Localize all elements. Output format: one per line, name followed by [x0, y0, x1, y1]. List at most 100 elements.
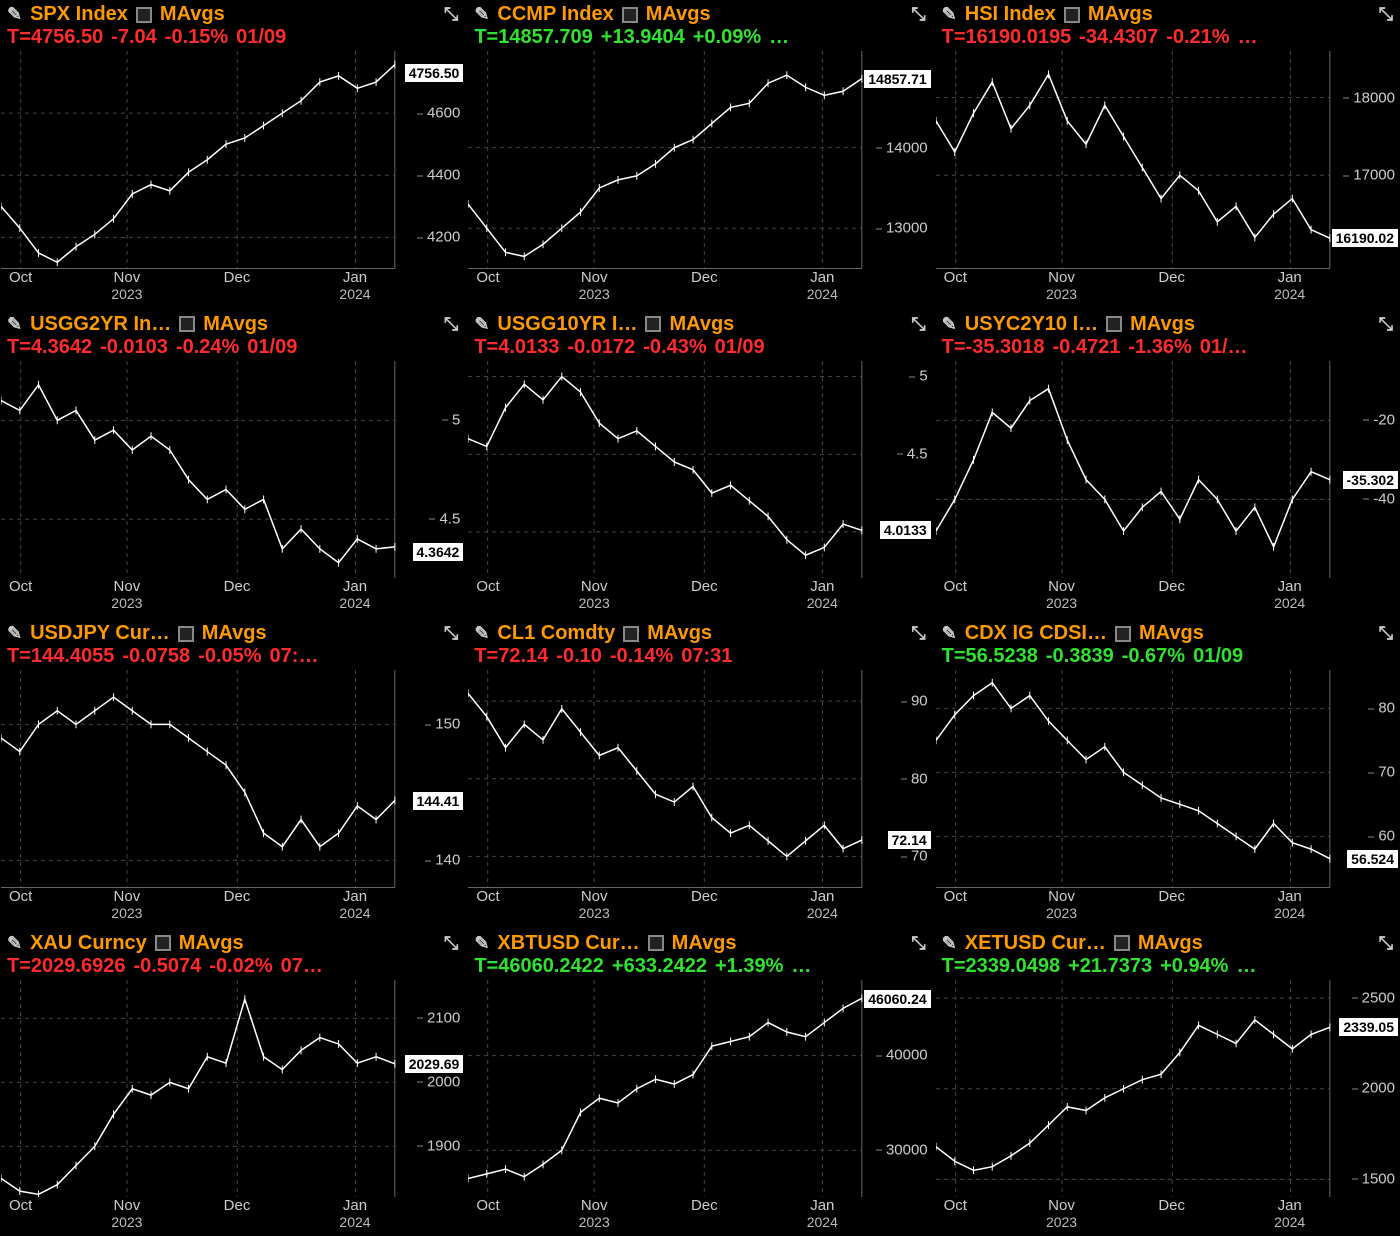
panel-header: ✎ USYC2Y10 I… MAvgs ⤡ — [936, 311, 1399, 336]
expand-icon[interactable]: ⤡ — [1379, 314, 1393, 335]
quote-date: 01/09 — [715, 336, 765, 359]
expand-icon[interactable]: ⤡ — [444, 314, 458, 335]
pencil-icon[interactable]: ✎ — [942, 623, 957, 644]
pencil-icon[interactable]: ✎ — [474, 623, 489, 644]
expand-icon[interactable]: ⤡ — [911, 4, 925, 25]
pencil-icon[interactable]: ✎ — [7, 314, 22, 335]
pencil-icon[interactable]: ✎ — [942, 933, 957, 954]
mavgs-checkbox[interactable] — [1115, 626, 1131, 642]
panel-header: ✎ SPX Index MAvgs ⤡ — [1, 1, 464, 26]
quote-date: … — [1236, 955, 1256, 978]
mavgs-checkbox[interactable] — [1106, 316, 1122, 332]
pencil-icon[interactable]: ✎ — [474, 314, 489, 335]
symbol-name[interactable]: HSI Index — [965, 3, 1056, 26]
price-flag: -35.302 — [1342, 470, 1399, 490]
symbol-name[interactable]: USYC2Y10 I… — [965, 313, 1098, 336]
mavgs-label[interactable]: MAvgs — [203, 313, 268, 336]
symbol-name[interactable]: USGG2YR In… — [30, 313, 171, 336]
pencil-icon[interactable]: ✎ — [942, 4, 957, 25]
chart-area[interactable]: 300004000046060.24 — [468, 980, 931, 1198]
x-tick-label: Dec — [224, 888, 251, 905]
change-pct: -0.21% — [1166, 26, 1229, 49]
x-tick-label: Oct — [9, 888, 32, 905]
mavgs-label[interactable]: MAvgs — [646, 3, 711, 26]
change-pct: +1.39% — [715, 955, 783, 978]
chart-area[interactable]: 1900200021002029.69 — [1, 980, 464, 1198]
mavgs-checkbox[interactable] — [1064, 7, 1080, 23]
quote-date: 01/09 — [236, 26, 286, 49]
mavgs-checkbox[interactable] — [155, 935, 171, 951]
symbol-name[interactable]: XAU Curncy — [30, 932, 147, 955]
symbol-name[interactable]: CL1 Comdty — [497, 622, 615, 645]
quote-line: T=4.0133-0.0172-0.43%01/09 — [468, 336, 931, 361]
mavgs-checkbox[interactable] — [136, 7, 152, 23]
panel-cl1: ✎CL1 ComdtyMAvgs⤡T=72.14-0.10-0.14%07:31… — [467, 619, 932, 927]
chart-area[interactable]: 4200440046004756.50 — [1, 51, 464, 269]
pencil-icon[interactable]: ✎ — [474, 933, 489, 954]
chart-area[interactable]: 1500200025002339.05 — [936, 980, 1399, 1198]
panel-header: ✎ HSI Index MAvgs ⤡ — [936, 1, 1399, 26]
mavgs-label[interactable]: MAvgs — [179, 932, 244, 955]
pencil-icon[interactable]: ✎ — [7, 933, 22, 954]
chart-area[interactable]: 130001400014857.71 — [468, 51, 931, 269]
y-tick-label: 60 — [1378, 828, 1395, 845]
pencil-icon[interactable]: ✎ — [7, 623, 22, 644]
mavgs-checkbox[interactable] — [623, 626, 639, 642]
mavgs-checkbox[interactable] — [1114, 935, 1130, 951]
quote-line: T=2029.6926-0.5074-0.02%07… — [1, 955, 464, 980]
expand-icon[interactable]: ⤡ — [911, 314, 925, 335]
symbol-name[interactable]: USDJPY Cur… — [30, 622, 170, 645]
expand-icon[interactable]: ⤡ — [444, 4, 458, 25]
expand-icon[interactable]: ⤡ — [911, 933, 925, 954]
mavgs-checkbox[interactable] — [648, 935, 664, 951]
mavgs-label[interactable]: MAvgs — [1130, 313, 1195, 336]
mavgs-label[interactable]: MAvgs — [160, 3, 225, 26]
symbol-name[interactable]: SPX Index — [30, 3, 128, 26]
x-tick-label: Jan2024 — [339, 888, 370, 921]
symbol-name[interactable]: CDX IG CDSI… — [965, 622, 1107, 645]
panel-spx: ✎SPX IndexMAvgs⤡T=4756.50-7.04-0.15%01/0… — [0, 0, 465, 308]
mavgs-checkbox[interactable] — [179, 316, 195, 332]
chart-area[interactable]: 60708056.524 — [936, 670, 1399, 888]
symbol-name[interactable]: CCMP Index — [497, 3, 613, 26]
pencil-icon[interactable]: ✎ — [474, 4, 489, 25]
chart-area[interactable]: 4.554.3642 — [1, 361, 464, 579]
price-flag: 14857.71 — [863, 69, 931, 89]
chart-area[interactable]: -20-40-35.302 — [936, 361, 1399, 579]
expand-icon[interactable]: ⤡ — [911, 623, 925, 644]
symbol-name[interactable]: USGG10YR I… — [497, 313, 637, 336]
mavgs-label[interactable]: MAvgs — [1138, 932, 1203, 955]
symbol-name[interactable]: XBTUSD Cur… — [497, 932, 639, 955]
change-value: -0.10 — [556, 645, 602, 668]
panel-ccmp: ✎CCMP IndexMAvgs⤡T=14857.709+13.9404+0.0… — [467, 0, 932, 308]
expand-icon[interactable]: ⤡ — [444, 623, 458, 644]
mavgs-label[interactable]: MAvgs — [202, 622, 267, 645]
chart-area[interactable]: 70809072.14 — [468, 670, 931, 888]
change-value: -7.04 — [111, 26, 157, 49]
last-value: T=46060.2422 — [474, 955, 604, 978]
mavgs-label[interactable]: MAvgs — [1139, 622, 1204, 645]
expand-icon[interactable]: ⤡ — [1379, 4, 1393, 25]
mavgs-checkbox[interactable] — [645, 316, 661, 332]
x-tick-label: Oct — [9, 269, 32, 286]
y-tick-label: 2000 — [427, 1073, 460, 1090]
pencil-icon[interactable]: ✎ — [942, 314, 957, 335]
price-flag: 2339.05 — [1338, 1017, 1399, 1037]
x-tick-label: Nov2023 — [1046, 578, 1077, 611]
symbol-name[interactable]: XETUSD Cur… — [965, 932, 1106, 955]
mavgs-checkbox[interactable] — [178, 626, 194, 642]
expand-icon[interactable]: ⤡ — [1379, 933, 1393, 954]
mavgs-label[interactable]: MAvgs — [1088, 3, 1153, 26]
mavgs-label[interactable]: MAvgs — [669, 313, 734, 336]
expand-icon[interactable]: ⤡ — [444, 933, 458, 954]
chart-area[interactable]: 170001800016190.02 — [936, 51, 1399, 269]
mavgs-label[interactable]: MAvgs — [647, 622, 712, 645]
expand-icon[interactable]: ⤡ — [1379, 623, 1393, 644]
chart-area[interactable]: 140150144.41 — [1, 670, 464, 888]
pencil-icon[interactable]: ✎ — [7, 4, 22, 25]
quote-date: 07:31 — [681, 645, 732, 668]
mavgs-checkbox[interactable] — [622, 7, 638, 23]
chart-area[interactable]: 44.554.0133 — [468, 361, 931, 579]
x-tick-label: Jan2024 — [339, 578, 370, 611]
mavgs-label[interactable]: MAvgs — [672, 932, 737, 955]
